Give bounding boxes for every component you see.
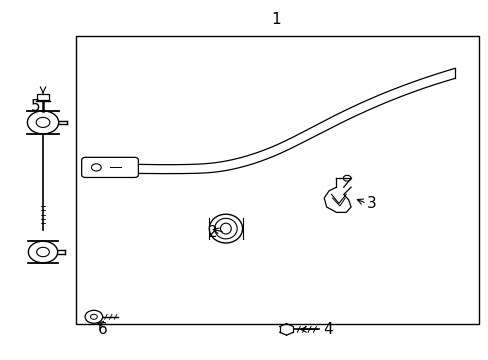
- Text: 4: 4: [322, 322, 332, 337]
- Text: 3: 3: [366, 196, 376, 211]
- Bar: [76, 36, 478, 324]
- Text: 6: 6: [98, 322, 107, 337]
- Text: 2: 2: [207, 225, 217, 240]
- FancyBboxPatch shape: [81, 157, 138, 177]
- Text: 1: 1: [271, 12, 281, 27]
- Text: 5: 5: [30, 99, 40, 114]
